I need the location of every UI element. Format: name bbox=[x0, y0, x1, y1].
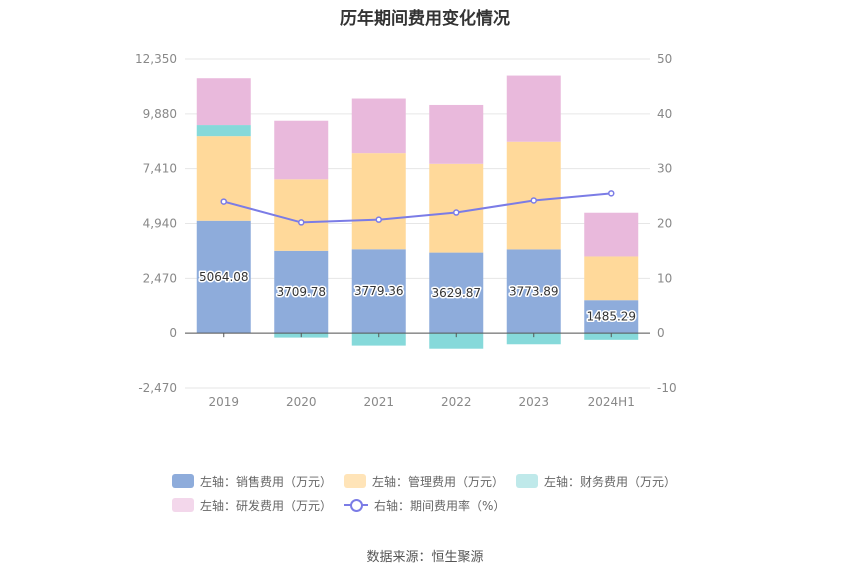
x-axis-label: 2020 bbox=[286, 395, 317, 409]
bar-data-label: 3629.87 bbox=[431, 286, 481, 300]
line-rate-point bbox=[375, 216, 382, 223]
left-axis-tick-label: -2,470 bbox=[138, 381, 177, 395]
chart-canvas: -2,470 -10 0 0 2,470 10 4,940 20 7,410 30 9,880 40 1… bbox=[135, 52, 677, 409]
bar-sales bbox=[274, 250, 329, 334]
line-rate bbox=[223, 192, 612, 224]
right-axis-tick-label: 50 bbox=[657, 52, 672, 66]
legend-label: 右轴：期间费用率（%） bbox=[374, 498, 506, 513]
legend-item[interactable]: 左轴：财务费用（万元） bbox=[516, 471, 676, 491]
chart-title: 历年期间费用变化情况 bbox=[340, 9, 510, 29]
legend-swatch bbox=[516, 474, 538, 488]
bar-rd bbox=[584, 212, 639, 257]
left-axis-tick-label: 0 bbox=[169, 326, 177, 340]
bar-rd bbox=[196, 78, 251, 126]
legend-item[interactable]: 左轴：管理费用（万元） bbox=[344, 471, 504, 491]
line-rate-point bbox=[220, 198, 227, 205]
left-axis-tick-label: 7,410 bbox=[143, 162, 177, 176]
x-axis-label: 2021 bbox=[363, 395, 394, 409]
legend-item[interactable]: 右轴：期间费用率（%） bbox=[344, 495, 505, 515]
bar-admin bbox=[196, 136, 251, 221]
left-axis-tick-label: 12,350 bbox=[135, 52, 177, 66]
legend-item[interactable]: 左轴：研发费用（万元） bbox=[172, 495, 332, 515]
left-axis-tick-label: 2,470 bbox=[143, 271, 177, 285]
bar-sales bbox=[429, 252, 484, 334]
legend-label: 左轴：财务费用（万元） bbox=[544, 474, 677, 489]
line-rate-point bbox=[453, 209, 460, 216]
legend-label: 左轴：研发费用（万元） bbox=[200, 498, 333, 513]
bar-admin bbox=[274, 179, 329, 251]
bar-finance bbox=[351, 333, 406, 346]
left-axis-tick-label: 4,940 bbox=[143, 217, 177, 231]
x-axis-label: 2022 bbox=[441, 395, 472, 409]
bar-data-label: 3773.89 bbox=[509, 284, 559, 298]
x-axis-label: 2019 bbox=[208, 395, 239, 409]
line-rate-point bbox=[608, 190, 615, 197]
bar-admin bbox=[351, 153, 406, 250]
bar-rd bbox=[429, 104, 484, 164]
bar-data-label: 3779.36 bbox=[354, 284, 404, 298]
line-rate-point bbox=[298, 219, 305, 226]
bar-data-label: 1485.29 bbox=[586, 310, 636, 324]
right-axis-tick-label: 30 bbox=[657, 162, 672, 176]
legend-swatch bbox=[344, 474, 366, 488]
legend-label: 左轴：管理费用（万元） bbox=[372, 474, 505, 489]
x-axis-label: 2023 bbox=[518, 395, 549, 409]
right-axis-tick-label: 0 bbox=[657, 326, 665, 340]
bar-data-label: 5064.08 bbox=[199, 270, 249, 284]
bar-admin bbox=[429, 163, 484, 253]
legend-item[interactable]: 左轴：销售费用（万元） bbox=[172, 471, 332, 491]
bar-finance bbox=[429, 333, 484, 349]
right-axis-tick-label: 10 bbox=[657, 271, 672, 285]
legend-swatch bbox=[172, 474, 194, 488]
right-axis-tick-label: -10 bbox=[657, 381, 677, 395]
bar-data-label: 3709.78 bbox=[276, 285, 326, 299]
bar-rd bbox=[274, 120, 329, 180]
line-rate-point bbox=[530, 197, 537, 204]
legend-line-marker bbox=[344, 498, 368, 512]
right-axis-tick-label: 40 bbox=[657, 107, 672, 121]
legend-label: 左轴：销售费用（万元） bbox=[200, 474, 333, 489]
bar-sales bbox=[351, 249, 406, 334]
bar-sales bbox=[584, 300, 639, 334]
bar-sales bbox=[196, 220, 251, 334]
x-axis-label: 2024H1 bbox=[588, 395, 635, 409]
data-source-note: 数据来源：恒生聚源 bbox=[366, 550, 484, 565]
bar-rd bbox=[506, 75, 561, 142]
legend-swatch bbox=[172, 498, 194, 512]
right-axis-tick-label: 20 bbox=[657, 217, 672, 231]
bar-rd bbox=[351, 98, 406, 154]
left-axis-tick-label: 9,880 bbox=[143, 107, 177, 121]
bar-finance bbox=[506, 333, 561, 345]
bar-finance bbox=[196, 125, 251, 137]
bar-sales bbox=[506, 249, 561, 334]
bar-admin bbox=[506, 141, 561, 250]
bar-admin bbox=[584, 256, 639, 301]
